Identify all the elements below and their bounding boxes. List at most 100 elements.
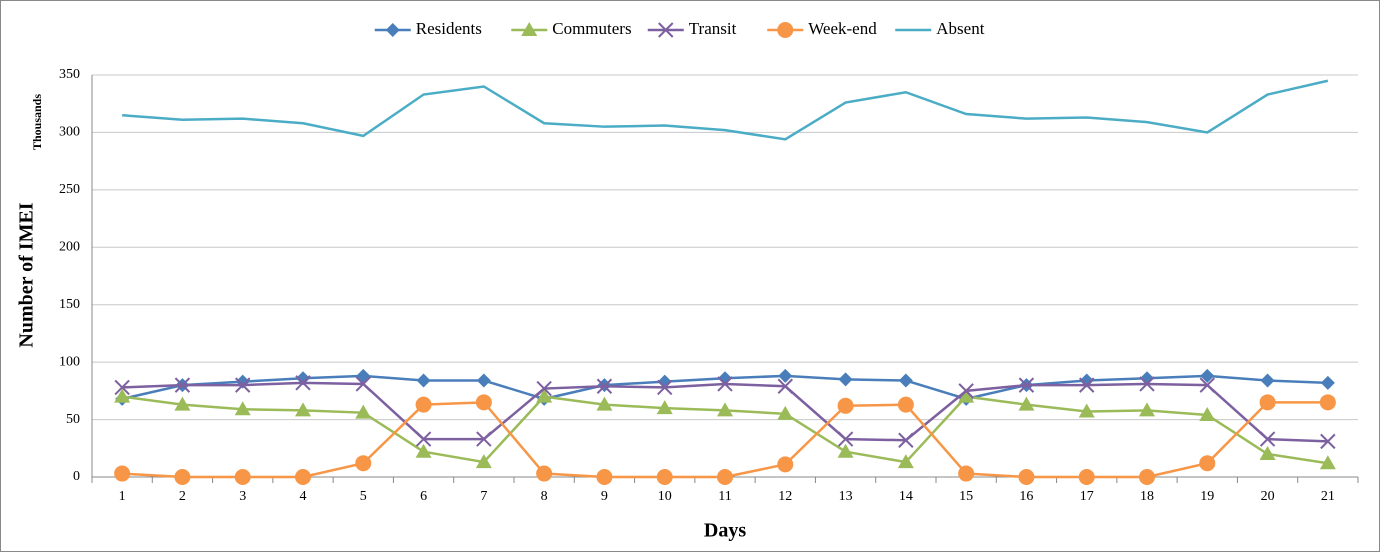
y-axis-label: Number of IMEI — [16, 202, 38, 347]
legend-marker — [777, 22, 794, 38]
x-tick-label: 19 — [1200, 489, 1214, 504]
y-tick-label: 150 — [59, 297, 80, 312]
data-point — [355, 376, 371, 392]
data-point — [1139, 469, 1155, 485]
x-tick-label: 11 — [718, 489, 731, 504]
legend-marker — [521, 22, 538, 36]
data-point — [898, 373, 913, 388]
y-tick-label: 250 — [59, 182, 80, 197]
data-point — [1018, 377, 1035, 393]
data-point — [897, 396, 914, 413]
data-point — [234, 401, 251, 416]
x-tick-label: 15 — [959, 489, 973, 504]
x-tick-label: 18 — [1140, 489, 1154, 504]
data-point — [415, 431, 432, 447]
data-point — [416, 373, 431, 388]
data-point — [717, 402, 733, 417]
data-point — [295, 375, 311, 391]
legend-label: Absent — [936, 19, 984, 38]
data-point — [1018, 396, 1035, 411]
x-tick-label: 7 — [480, 489, 487, 504]
data-point — [1018, 469, 1035, 485]
data-point — [476, 373, 491, 388]
legend-label: Transit — [689, 19, 737, 38]
data-point — [174, 396, 191, 411]
data-point — [174, 377, 191, 393]
x-tick-label: 12 — [778, 489, 792, 504]
data-point — [656, 469, 673, 485]
data-point — [1139, 376, 1155, 392]
data-point — [475, 394, 492, 411]
x-tick-label: 3 — [239, 489, 246, 504]
x-tick-label: 5 — [360, 489, 367, 504]
x-tick-label: 9 — [601, 489, 608, 504]
y-tick-label: 100 — [59, 354, 80, 369]
data-point — [295, 402, 311, 417]
y-tick-label: 300 — [59, 125, 80, 140]
data-point — [114, 379, 130, 396]
data-point — [1200, 368, 1215, 383]
data-point — [536, 465, 553, 482]
x-tick-label: 10 — [658, 489, 672, 504]
data-point — [1079, 377, 1095, 393]
y-tick-label: 0 — [73, 469, 80, 484]
data-point — [837, 431, 854, 447]
data-point — [596, 396, 613, 411]
x-tick-label: 6 — [420, 489, 427, 504]
x-tick-label: 1 — [119, 489, 126, 504]
legend-marker — [385, 23, 400, 37]
data-point — [295, 469, 311, 485]
y-unit-label: Thousands — [30, 94, 44, 150]
data-point — [838, 372, 853, 387]
y-tick-label: 200 — [59, 240, 80, 255]
data-point — [114, 388, 131, 403]
data-point — [1078, 469, 1095, 485]
data-point — [898, 432, 914, 448]
data-point — [476, 431, 492, 447]
y-tick-label: 350 — [59, 67, 80, 82]
legend-label: Commuters — [552, 19, 631, 38]
data-point — [1260, 373, 1275, 388]
data-point — [777, 456, 794, 473]
x-tick-label: 2 — [179, 489, 186, 504]
x-axis-label: Days — [704, 520, 746, 542]
data-point — [355, 455, 372, 472]
x-tick-label: 13 — [839, 489, 853, 504]
x-tick-label: 21 — [1321, 489, 1335, 504]
data-point — [777, 405, 794, 420]
data-point — [1139, 402, 1155, 417]
x-tick-label: 16 — [1019, 489, 1033, 504]
series-line — [122, 79, 1329, 141]
x-tick-label: 14 — [899, 489, 913, 504]
data-point — [958, 388, 975, 403]
data-point — [958, 383, 974, 399]
data-point — [174, 469, 191, 485]
legend: Residents Commuters Transit Week-end Absent — [374, 19, 985, 38]
data-point — [717, 376, 733, 392]
data-point — [355, 404, 372, 419]
data-point — [1078, 403, 1095, 418]
data-point — [475, 454, 492, 469]
data-point — [837, 443, 854, 458]
data-point — [1199, 406, 1216, 421]
data-point — [778, 368, 793, 383]
data-point — [235, 377, 251, 393]
data-point — [1199, 455, 1216, 472]
data-point — [1199, 377, 1215, 393]
data-point — [1319, 455, 1336, 470]
data-point — [777, 378, 793, 394]
data-point — [717, 469, 733, 485]
data-point — [415, 443, 432, 458]
data-point — [536, 388, 553, 403]
x-tick-label: 20 — [1261, 489, 1275, 504]
data-point — [657, 379, 673, 396]
data-point — [1319, 394, 1336, 411]
data-point — [1259, 446, 1276, 461]
data-point — [837, 397, 854, 414]
data-point — [656, 400, 673, 415]
data-point — [415, 396, 432, 413]
x-tick-label: 4 — [300, 489, 307, 504]
